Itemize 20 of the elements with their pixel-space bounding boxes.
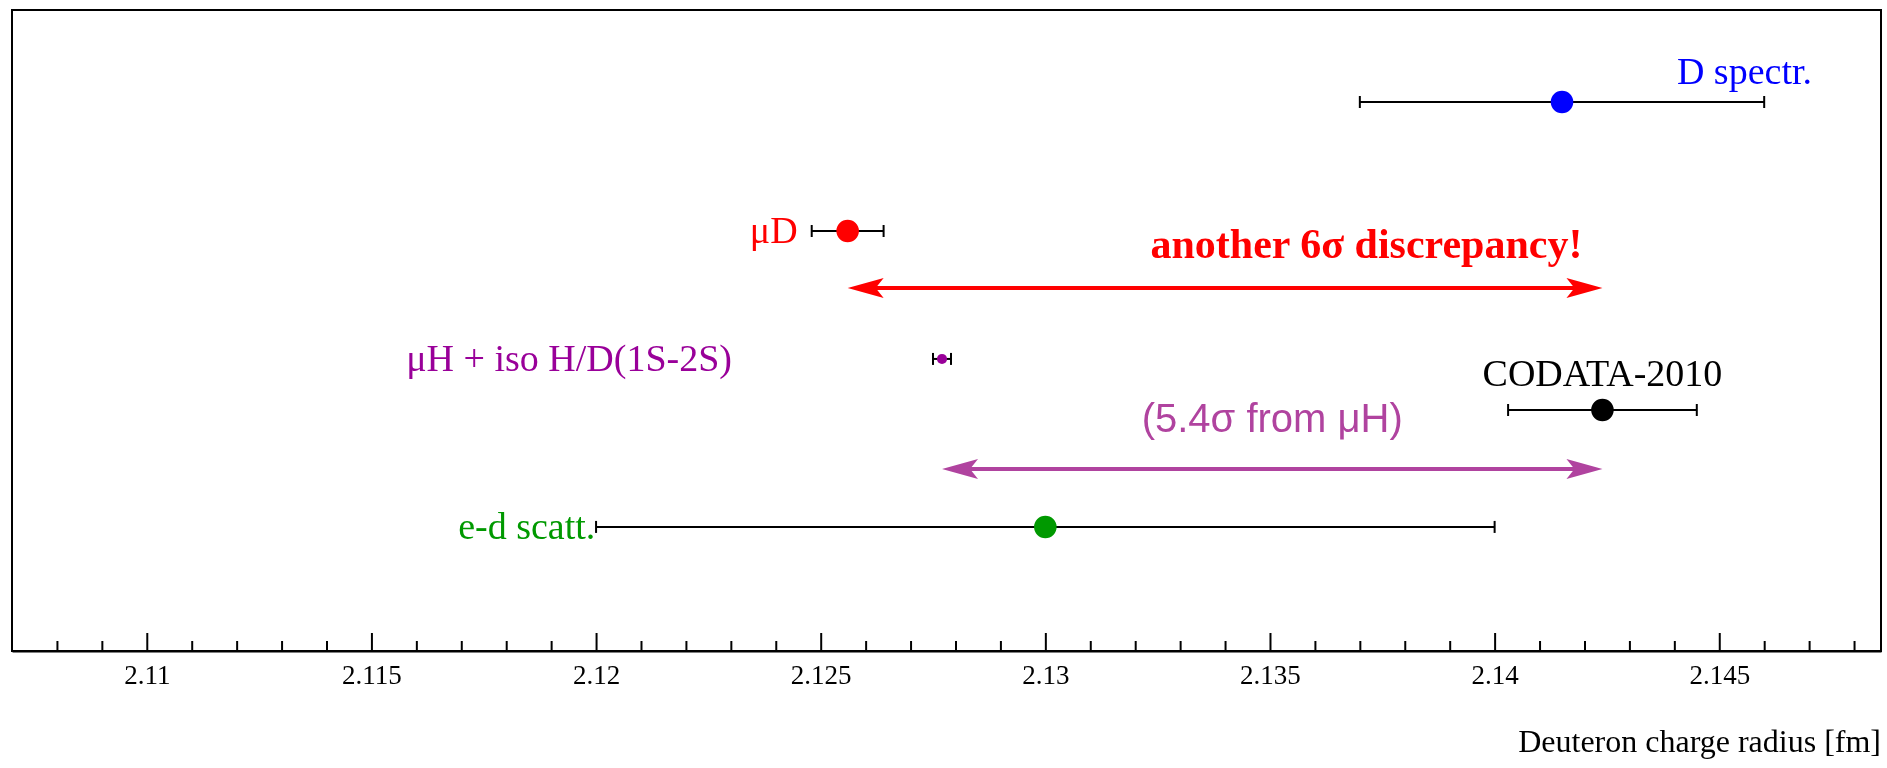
x-tick-label: 2.115 <box>342 660 402 691</box>
point <box>1550 90 1574 114</box>
annotation: μH + iso H/D(1S-2S) <box>406 336 733 380</box>
annotation: another 6σ discrepancy! <box>1150 221 1583 267</box>
text: D spectr. <box>1676 50 1813 92</box>
point <box>1591 398 1614 422</box>
point <box>1034 515 1057 539</box>
x-tick-label: 2.125 <box>790 660 852 691</box>
x-tick-label: 2.135 <box>1240 660 1301 691</box>
x-tick-label: 2.11 <box>124 660 171 691</box>
x-tick-label: 2.13 <box>1022 660 1070 691</box>
annotation: (5.4σ from μH) <box>1141 396 1403 440</box>
point <box>836 219 859 243</box>
x-tick-label: 2.12 <box>572 660 621 691</box>
annotation: e-d scatt. <box>458 504 596 547</box>
annotation: μD <box>749 209 798 252</box>
x-tick-label: 2.14 <box>1471 660 1520 691</box>
x-tick-label: 2.145 <box>1689 660 1751 691</box>
x-axis-title: Deuteron charge radius [fm] <box>1518 723 1881 759</box>
annotation: CODATA-2010 <box>1482 351 1723 394</box>
